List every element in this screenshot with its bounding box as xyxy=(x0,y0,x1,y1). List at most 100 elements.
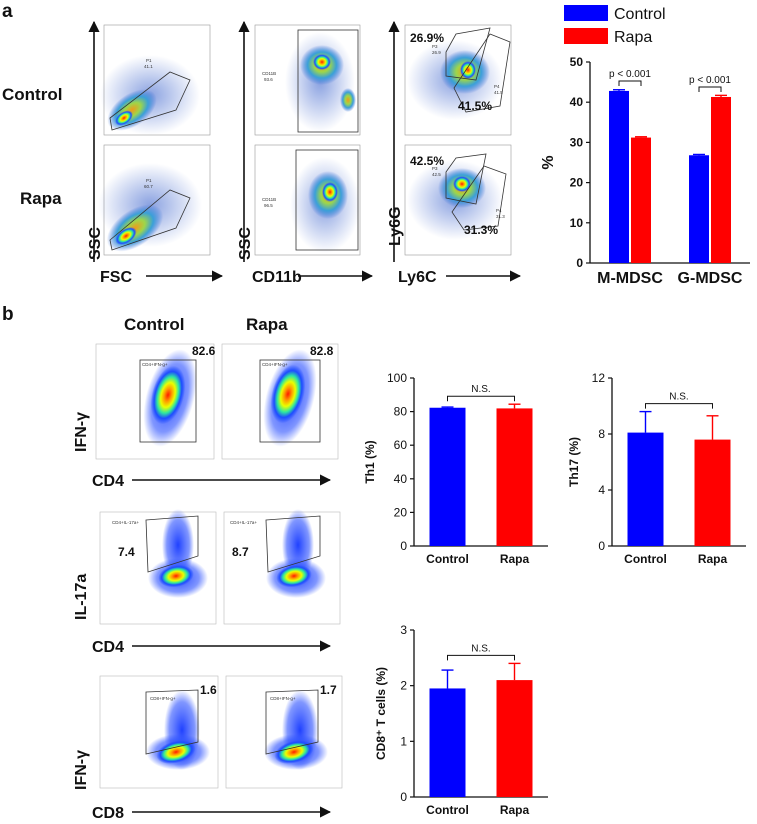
gate-label: CD11B xyxy=(262,197,276,202)
significance-label: N.S. xyxy=(669,392,688,403)
bar-control xyxy=(429,688,466,797)
bar-rapa xyxy=(496,680,533,797)
gate-th1-control xyxy=(139,359,197,443)
legend-swatch-control xyxy=(564,5,608,21)
y-axis-label: % xyxy=(540,155,557,169)
panel-label-a: a xyxy=(2,1,13,22)
chart-th17: 0 4 8 12 Th17 (%) Control Rapa N.S. xyxy=(567,371,746,566)
significance-bracket xyxy=(698,86,722,92)
gate-label: P3 xyxy=(432,44,438,49)
x-tick-label: Rapa xyxy=(698,552,728,566)
gate-th17-rapa xyxy=(265,515,321,573)
gate-cd8-control xyxy=(145,689,199,755)
gate-value: 41.5 xyxy=(494,90,503,95)
y-tick-label: 20 xyxy=(570,176,584,190)
y-axis-label: Th1 (%) xyxy=(363,440,377,483)
plot-cd11b-rapa: CD11B 96.5 xyxy=(254,144,361,256)
col-label-rapa: Rapa xyxy=(246,315,288,334)
y-tick-label: 40 xyxy=(394,472,408,486)
plot-cd8-rapa: CD8+IFN-g+ 1.7 xyxy=(225,675,343,789)
y-tick-label: 0 xyxy=(400,790,407,804)
plot-th17-control: CD4+IL-17a+ 7.4 xyxy=(99,509,217,625)
plot-cd11b-control: CD11B 93.6 xyxy=(254,24,361,136)
axis-label-ssc: SSC xyxy=(237,227,254,260)
significance-bracket xyxy=(447,654,515,661)
row-label-control: Control xyxy=(2,85,62,104)
x-tick-label: Control xyxy=(624,552,667,566)
y-tick-label: 60 xyxy=(394,438,408,452)
plot-cd8-control: CD8+IFN-g+ 1.6 xyxy=(99,675,219,789)
chart-mdsc: 0 10 20 30 40 50% p < 0.001 M-MDSC p < 0.001 G-MD… xyxy=(540,5,750,287)
plot-th17-rapa: CD4+IL-17a+ 8.7 xyxy=(223,509,341,625)
gate-label: CD11B xyxy=(262,71,276,76)
y-tick-label: 2 xyxy=(400,679,407,693)
gate-p1-control xyxy=(109,71,191,131)
gate-label: P4 xyxy=(494,84,500,89)
gate-th1-rapa xyxy=(259,359,321,443)
y-tick-label: 3 xyxy=(400,623,407,637)
gate-th17-control xyxy=(145,515,199,573)
y-tick-label: 4 xyxy=(598,483,605,497)
y-tick-label: 1 xyxy=(400,734,407,748)
x-tick-label: M-MDSC xyxy=(597,270,663,287)
gate-label: CD4+IFN-g+ xyxy=(142,362,168,367)
gate-cd11b-rapa xyxy=(295,149,359,251)
plot-th1-rapa: CD4+IFN-g+ 82.8 xyxy=(221,343,339,460)
y-tick-label: 0 xyxy=(400,539,407,553)
y-tick-label: 0 xyxy=(576,256,583,270)
bar-control xyxy=(627,432,664,546)
chart-cd8: 0 1 2 3 CD8⁺ T cells (%) Control Rapa N.S. xyxy=(374,623,548,817)
x-tick-label: Control xyxy=(426,803,469,817)
significance-bracket xyxy=(447,395,515,402)
gate-label: CD8+IFN-g+ xyxy=(270,696,296,701)
legend-label-rapa: Rapa xyxy=(614,29,652,46)
axis-label-cd8: CD8 xyxy=(92,805,124,822)
y-tick-label: 30 xyxy=(570,135,584,149)
axis-label-ifng: IFN-γ xyxy=(73,412,90,452)
gate-value: 31.3 xyxy=(496,214,505,219)
gate-value: 93.6 xyxy=(264,77,273,82)
gate-percent: 7.4 xyxy=(118,545,135,559)
gate-percent: 8.7 xyxy=(232,545,249,559)
axis-label-ssc: SSC xyxy=(87,227,104,260)
gate-p3-rapa xyxy=(445,153,487,205)
gate-value: 26.9 xyxy=(432,50,441,55)
gate-p4-rapa xyxy=(451,165,507,231)
gate-percent: 31.3% xyxy=(464,223,498,237)
axis-label-cd4: CD4 xyxy=(92,473,124,490)
y-axis-label: CD8⁺ T cells (%) xyxy=(374,667,388,760)
bar-control xyxy=(429,407,466,546)
bar-rapa xyxy=(694,439,731,546)
significance-label: N.S. xyxy=(471,643,490,654)
gate-percent: 26.9% xyxy=(410,31,444,45)
plot-ly6-control: 26.9% 41.5% P3 26.9 P4 41.5 xyxy=(404,24,512,136)
gate-label: P1 xyxy=(146,58,152,63)
x-tick-label: Rapa xyxy=(500,803,530,817)
significance-label: p < 0.001 xyxy=(689,75,731,86)
gate-label: P1 xyxy=(146,178,152,183)
gate-percent: 1.6 xyxy=(200,683,217,697)
axis-label-ifng: IFN-γ xyxy=(73,750,90,790)
significance-label: p < 0.001 xyxy=(609,69,651,80)
bar-rapa xyxy=(631,137,651,263)
y-tick-label: 0 xyxy=(598,539,605,553)
chart-th1: 0 20 40 60 80 100 Th1 (%) Control Rapa N.S. xyxy=(363,371,548,566)
gate-label: CD4+IL-17a+ xyxy=(230,520,257,525)
plot-fsc-ssc-rapa: P1 60.7 xyxy=(98,144,211,256)
gate-cd8-rapa xyxy=(265,689,319,755)
axis-label-cd4: CD4 xyxy=(92,639,124,656)
gate-label: P4 xyxy=(496,208,502,213)
gate-label: CD4+IFN-g+ xyxy=(262,362,288,367)
y-axis-label: Th17 (%) xyxy=(567,437,581,487)
gate-percent: 42.5% xyxy=(410,154,444,168)
gate-percent: 82.8 xyxy=(310,344,334,358)
plot-ly6-rapa: 42.5% 31.3% P3 42.5 P4 31.3 xyxy=(404,144,512,256)
axis-label-ly6c: Ly6C xyxy=(398,269,437,286)
axis-label-il17a: IL-17a xyxy=(73,574,90,620)
axis-label-ly6g: Ly6G xyxy=(387,207,404,246)
axis-label-cd11b: CD11b xyxy=(252,269,302,286)
gate-percent: 1.7 xyxy=(320,683,337,697)
gate-value: 42.5 xyxy=(432,172,441,177)
significance-bracket xyxy=(645,403,713,409)
